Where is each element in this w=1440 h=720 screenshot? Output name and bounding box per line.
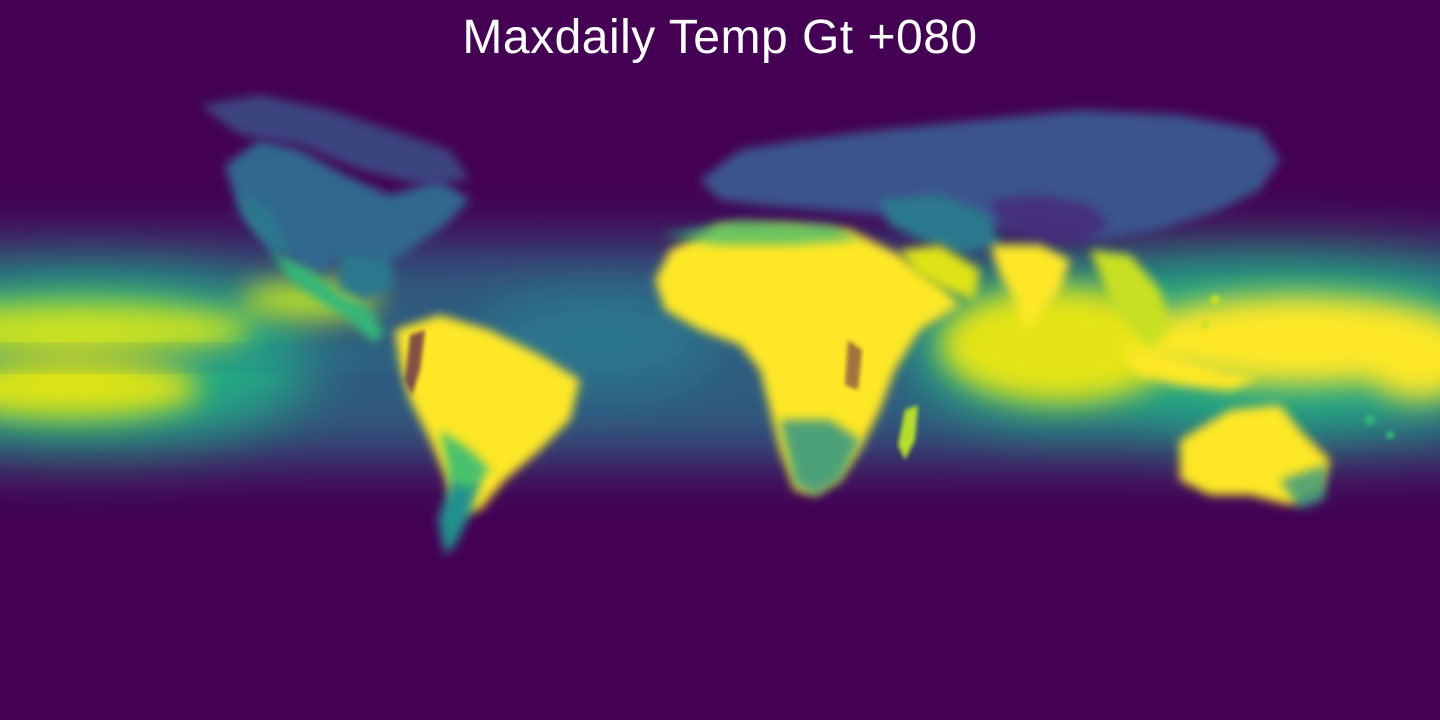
south-america (395, 315, 580, 555)
australia (1180, 405, 1330, 510)
eurasia (700, 110, 1280, 255)
north-america (200, 95, 470, 342)
islands (1201, 295, 1394, 439)
south-asia (900, 245, 1260, 390)
map-title: Maxdaily Temp Gt +080 (462, 11, 978, 64)
landmasses (200, 95, 1394, 555)
africa (655, 220, 960, 495)
